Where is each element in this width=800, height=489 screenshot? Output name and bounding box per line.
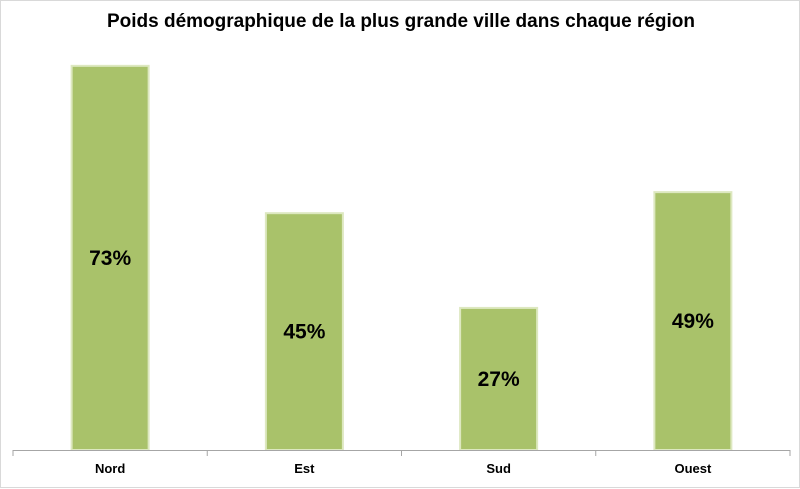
x-tick-label-nord: Nord bbox=[95, 461, 125, 476]
data-label-est: 45% bbox=[283, 321, 325, 344]
bar-nord bbox=[70, 64, 150, 452]
bar-sud bbox=[459, 306, 539, 451]
x-tick-label-ouest: Ouest bbox=[674, 461, 712, 476]
chart-title: Poids démographique de la plus grande vi… bbox=[106, 11, 696, 32]
x-tick-label-sud: Sud bbox=[486, 461, 511, 476]
data-label-ouest: 49% bbox=[672, 310, 714, 333]
x-axis: Nord Est Sud Ouest bbox=[12, 450, 791, 476]
x-tick-label-est: Est bbox=[294, 461, 315, 476]
data-labels-layer: 73% 45% 27% 49% bbox=[89, 247, 714, 391]
data-label-sud: 27% bbox=[478, 368, 520, 391]
data-label-nord: 73% bbox=[89, 247, 131, 270]
bars-layer bbox=[70, 64, 733, 452]
bar-ouest bbox=[653, 191, 733, 451]
